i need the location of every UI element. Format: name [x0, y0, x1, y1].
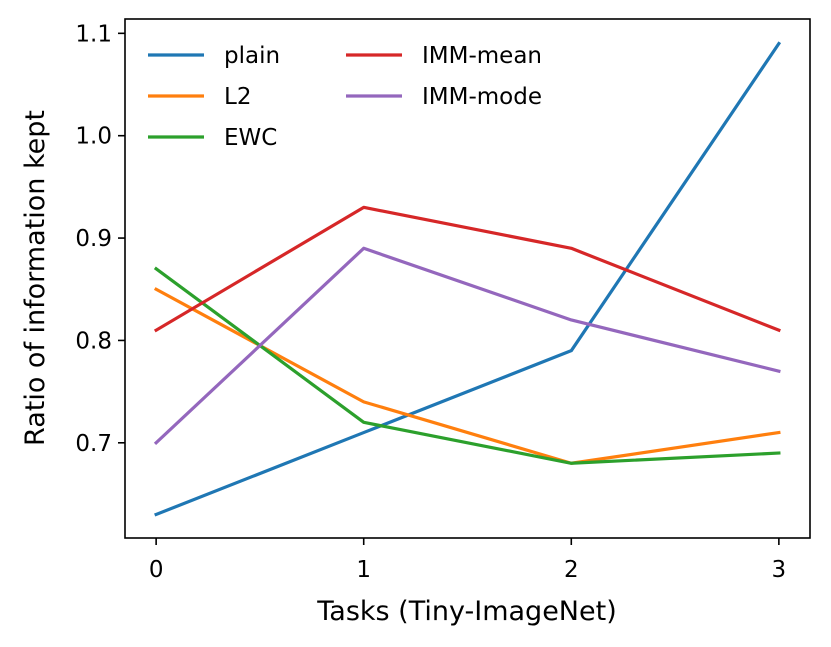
y-tick-label: 1.0 [75, 124, 112, 150]
y-axis-ticks: 0.7 0.8 0.9 1.0 1.1 [75, 21, 125, 457]
x-tick-label: 2 [564, 557, 579, 583]
x-tick-label: 3 [772, 557, 787, 583]
legend-item-imm-mode: IMM-mode [346, 84, 542, 110]
legend-item-plain: plain [148, 43, 280, 69]
x-tick-label: 0 [149, 557, 164, 583]
plot-area-frame [124, 18, 811, 539]
x-axis-label: Tasks (Tiny-ImageNet) [316, 596, 616, 627]
y-tick-label: 0.7 [75, 431, 112, 457]
series-line-plain [154, 41, 782, 517]
series-layer [153, 41, 782, 517]
legend-item-ewc: EWC [148, 125, 277, 151]
y-axis-label: Ratio of information kept [20, 110, 51, 446]
legend-item-imm-mean: IMM-mean [346, 43, 542, 69]
x-axis-ticks: 0 1 2 3 [149, 538, 786, 583]
x-tick-label: 1 [356, 557, 371, 583]
legend-label: plain [224, 43, 280, 69]
y-tick-label: 0.9 [75, 226, 112, 252]
legend-label: L2 [224, 84, 251, 110]
y-tick-label: 1.1 [75, 21, 112, 47]
series-line-imm-mean [153, 205, 781, 333]
legend-label: EWC [224, 125, 277, 151]
legend: plain L2 EWC IMM-mean IMM-mode [148, 43, 542, 151]
legend-label: IMM-mean [422, 43, 542, 69]
y-tick-label: 0.8 [75, 328, 112, 354]
legend-label: IMM-mode [422, 84, 542, 110]
legend-item-l2: L2 [148, 84, 251, 110]
series-line-imm-mode [153, 246, 781, 446]
